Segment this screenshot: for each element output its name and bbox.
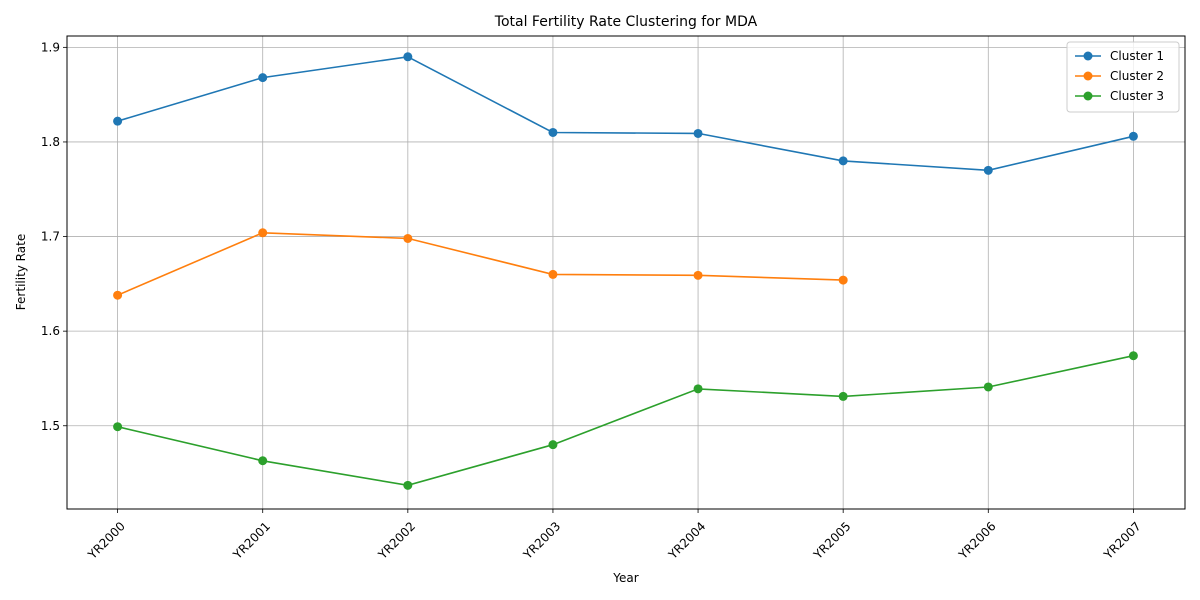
y-tick-label: 1.9	[41, 40, 60, 54]
series-line	[117, 231, 844, 296]
data-point	[548, 127, 558, 137]
x-tick-label: YR2000	[85, 519, 128, 562]
legend-swatch-marker	[1083, 51, 1093, 61]
legend-item: Cluster 3	[1075, 89, 1164, 103]
y-tick-label: 1.6	[41, 324, 60, 338]
data-point	[693, 384, 703, 394]
grid	[67, 36, 1185, 509]
data-point	[693, 270, 703, 280]
data-point	[838, 275, 848, 285]
data-point	[258, 73, 268, 83]
legend-label: Cluster 2	[1110, 69, 1164, 83]
data-point	[548, 269, 558, 279]
series-line	[117, 354, 1134, 487]
data-point	[113, 290, 123, 300]
x-tick-label: YR2004	[665, 519, 708, 562]
series-2	[113, 228, 848, 300]
chart-title: Total Fertility Rate Clustering for MDA	[494, 14, 758, 30]
data-point	[983, 382, 993, 392]
data-point	[258, 456, 268, 466]
x-axis: YR2000 YR2001 YR2002 YR2003 YR2004 YR2005 YR20…	[85, 509, 1144, 562]
data-point	[548, 440, 558, 450]
data-point	[258, 228, 268, 238]
data-point	[403, 52, 413, 62]
x-tick-label: YR2005	[810, 519, 853, 562]
legend: Cluster 1 Cluster 2 Cluster 3	[1066, 41, 1180, 113]
data-point	[403, 233, 413, 243]
x-tick-label: YR2006	[955, 519, 998, 562]
data-point	[113, 116, 123, 126]
legend-label: Cluster 1	[1110, 49, 1164, 63]
x-tick-label: YR2007	[1100, 519, 1143, 562]
x-tick-label: YR2001	[230, 519, 273, 562]
x-tick-label: YR2003	[520, 519, 563, 562]
y-tick-label: 1.7	[41, 230, 60, 244]
data-point	[983, 165, 993, 175]
data-point	[693, 128, 703, 138]
y-axis: 1.5 1.6 1.7 1.8 1.9	[41, 40, 67, 433]
data-point	[838, 391, 848, 401]
y-tick-label: 1.5	[41, 419, 60, 433]
legend-label: Cluster 3	[1110, 89, 1164, 103]
series-layer	[113, 52, 1138, 490]
data-point	[838, 156, 848, 166]
x-tick-label: YR2002	[375, 519, 418, 562]
data-point	[403, 480, 413, 490]
legend-item: Cluster 2	[1075, 69, 1164, 83]
legend-swatch-marker	[1083, 91, 1093, 101]
data-point	[1128, 131, 1138, 141]
legend-item: Cluster 1	[1075, 49, 1164, 63]
legend-box	[1066, 41, 1180, 113]
data-point	[1128, 351, 1138, 361]
y-tick-label: 1.8	[41, 135, 60, 149]
series-1	[113, 52, 1138, 175]
legend-swatch-marker	[1083, 71, 1093, 81]
y-axis-label: Fertility Rate	[14, 234, 28, 310]
series-line	[117, 55, 1134, 172]
series-3	[113, 351, 1138, 490]
plot-area-frame	[66, 35, 1186, 510]
data-point	[113, 422, 123, 432]
x-axis-label: Year	[612, 571, 638, 585]
